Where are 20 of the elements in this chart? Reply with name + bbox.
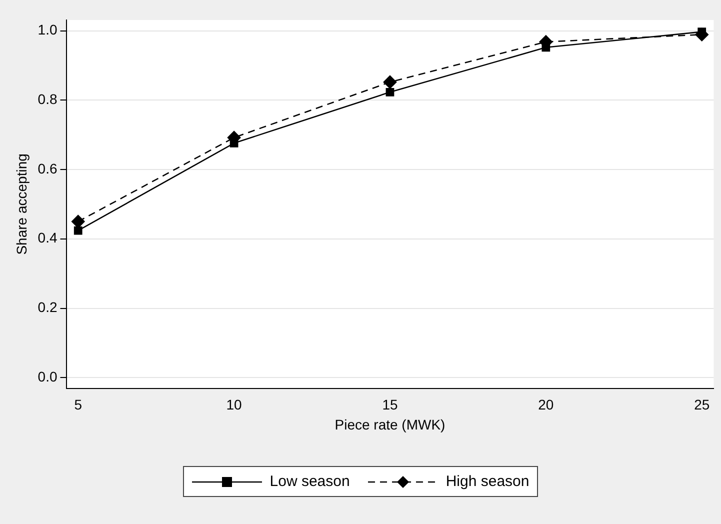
- point: [542, 43, 550, 52]
- y-tick-label: 0.8: [38, 90, 58, 107]
- point: [383, 75, 397, 89]
- y-tick-label: 0.4: [38, 230, 58, 246]
- point: [71, 214, 85, 228]
- legend-label: Low season: [270, 473, 350, 490]
- y-tick-label: 0.2: [38, 299, 58, 316]
- x-tick-label: 15: [382, 396, 398, 413]
- y-tick-label: 1.0: [38, 22, 58, 38]
- point: [74, 226, 82, 235]
- y-tick-label: 0.6: [38, 160, 58, 176]
- point: [386, 88, 394, 96]
- x-tick-label: 5: [74, 396, 82, 413]
- y-axis-title: Share accepting: [13, 154, 30, 255]
- x-tick-label: 25: [694, 396, 710, 413]
- x-tick-label: 20: [538, 396, 554, 413]
- x-tick-label: 10: [226, 396, 242, 413]
- legend-label: High season: [446, 473, 530, 490]
- y-tick-label: 0.0: [38, 368, 58, 385]
- x-axis-title: Piece rate (MWK): [334, 416, 446, 432]
